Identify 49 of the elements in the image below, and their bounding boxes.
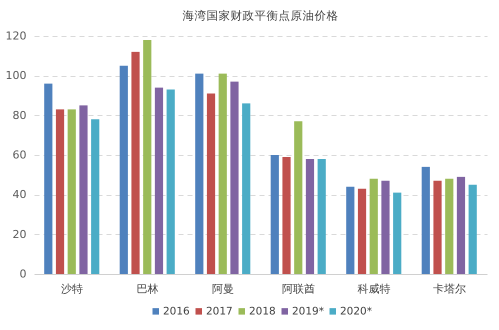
bar — [270, 155, 279, 274]
bar — [91, 119, 100, 274]
x-tick-label: 卡塔尔 — [432, 282, 466, 296]
legend-label: 2020* — [340, 305, 372, 318]
bar — [195, 74, 204, 274]
bar — [346, 186, 354, 274]
bar — [468, 184, 477, 274]
x-tick-label: 阿曼 — [212, 282, 234, 296]
bar — [44, 84, 52, 274]
bar — [79, 105, 88, 274]
bar — [358, 188, 366, 274]
bar — [242, 103, 250, 274]
legend-label: 2016 — [163, 305, 190, 318]
bar — [166, 90, 175, 274]
legend-label: 2019* — [292, 305, 324, 318]
bar — [120, 66, 128, 274]
legend-label: 2017 — [206, 305, 233, 318]
bar — [381, 180, 390, 274]
y-tick-label: 80 — [12, 108, 26, 122]
bar — [445, 178, 454, 274]
bar — [56, 109, 64, 274]
x-tick-label: 巴林 — [136, 282, 158, 296]
bar — [218, 74, 227, 274]
bar — [143, 40, 152, 274]
x-tick-label: 阿联酋 — [282, 282, 315, 296]
bar — [370, 178, 378, 274]
bar — [294, 121, 302, 274]
y-tick-label: 120 — [6, 30, 26, 42]
y-tick-label: 60 — [12, 148, 26, 162]
y-tick-label: 0 — [20, 268, 26, 280]
y-tick-label: 40 — [12, 188, 26, 202]
chart-title: 海湾国家财政平衡点原油价格 — [182, 8, 338, 22]
x-tick-label: 沙特 — [60, 282, 83, 296]
bar — [306, 158, 314, 274]
bar — [393, 192, 402, 274]
bar — [68, 109, 76, 274]
bar — [154, 88, 164, 274]
bar — [230, 82, 239, 274]
bar — [206, 94, 216, 274]
y-tick-label: 20 — [12, 228, 26, 241]
bar — [433, 180, 442, 274]
bar — [282, 156, 291, 274]
legend-label: 2018 — [249, 305, 276, 318]
bar — [456, 176, 466, 274]
y-tick-label: 100 — [6, 69, 26, 82]
bar — [318, 158, 326, 274]
bar — [422, 166, 430, 274]
bar — [131, 52, 140, 274]
x-tick-label: 科威特 — [357, 282, 390, 296]
